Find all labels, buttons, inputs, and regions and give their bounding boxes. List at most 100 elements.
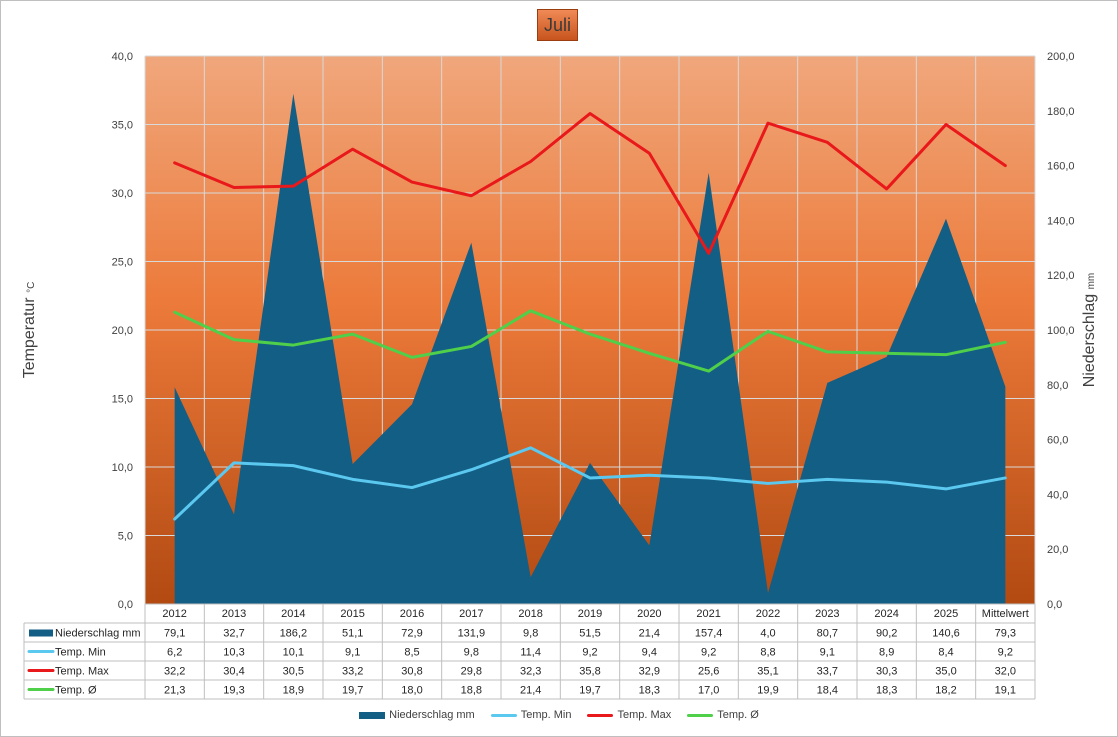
x-category-label: 2019: [578, 608, 602, 620]
series-line-temp: [173, 309, 1007, 373]
data-table: 2012 2013 2014 2015 2016 2017 2018 2019 2020 2021…: [23, 603, 1036, 700]
table-cell: 19,9: [757, 685, 778, 697]
x-category-label: 2013: [222, 608, 246, 620]
table-cell: 4,0: [760, 628, 775, 640]
y-right-tick-label: 200,0: [1047, 51, 1075, 63]
table-cell: 8,4: [938, 647, 953, 659]
legend-label: Temp. Ø: [717, 709, 759, 721]
table-cell: 9,2: [998, 647, 1013, 659]
table-cell: 18,4: [817, 685, 838, 697]
y-right-tick-label: 20,0: [1047, 544, 1068, 556]
y-right-tick-label: 60,0: [1047, 435, 1068, 447]
table-cell: 80,7: [817, 628, 838, 640]
y-left-tick-label: 0,0: [118, 599, 133, 611]
y-right-tick-label: 160,0: [1047, 161, 1075, 173]
table-cell: 35,1: [757, 666, 778, 678]
table-cell: 30,8: [401, 666, 422, 678]
table-cell: 186,2: [280, 628, 308, 640]
table-cell: 51,5: [579, 628, 600, 640]
table-cell: 19,7: [579, 685, 600, 697]
table-cell: 30,3: [876, 666, 897, 678]
table-cell: 9,8: [464, 647, 479, 659]
x-category-label: 2022: [756, 608, 780, 620]
table-cell: 9,2: [582, 647, 597, 659]
y-axis-right-ticks: 0,0 20,0 40,0 60,0 80,0 100,0 120,0 140,0 160,0 1…: [1047, 51, 1075, 611]
legend-swatch: [359, 711, 386, 719]
y-right-tick-label: 180,0: [1047, 106, 1075, 118]
y-right-tick-label: 100,0: [1047, 325, 1075, 337]
table-cell: 9,2: [701, 647, 716, 659]
x-category-label: 2017: [459, 608, 483, 620]
table-cell: 140,6: [932, 628, 960, 640]
x-category-label: 2015: [340, 608, 364, 620]
legend-label: Niederschlag mm: [389, 709, 475, 721]
legend-item: Temp. Min: [490, 709, 572, 721]
table-cell: 72,9: [401, 628, 422, 640]
temperature-lines: [173, 112, 1007, 521]
legend-item: Temp. Max: [587, 709, 671, 721]
x-category-label: 2020: [637, 608, 661, 620]
y-left-tick-label: 15,0: [112, 394, 133, 406]
y-right-tick-label: 140,0: [1047, 215, 1075, 227]
y-left-tick-label: 30,0: [112, 188, 133, 200]
table-legend-key: [29, 629, 53, 637]
x-category-label: 2025: [934, 608, 958, 620]
y-axis-right-label: Niederschlag: [1081, 293, 1098, 388]
table-cell: 18,2: [935, 685, 956, 697]
chart-title-box: Juli: [537, 9, 578, 41]
series-line-temp-max: [173, 112, 1007, 255]
precipitation-area: [174, 93, 1006, 604]
table-cell: 32,2: [164, 666, 185, 678]
table-cell: 8,5: [404, 647, 419, 659]
table-cell: 131,9: [458, 628, 486, 640]
y-right-tick-label: 120,0: [1047, 270, 1075, 282]
table-cell: 6,2: [167, 647, 182, 659]
x-category-label: 2012: [162, 608, 186, 620]
chart-legend: Niederschlag mm Temp. Min Temp. Max Temp. Ø: [0, 709, 1118, 721]
table-cell: 10,3: [223, 647, 244, 659]
y-right-tick-label: 40,0: [1047, 489, 1068, 501]
table-cell: 33,7: [817, 666, 838, 678]
table-row-label: Temp. Max: [55, 666, 109, 678]
table-cell: 35,8: [579, 666, 600, 678]
table-cell: 90,2: [876, 628, 897, 640]
table-cell: 9,1: [820, 647, 835, 659]
legend-swatch: [687, 713, 714, 717]
table-cell: 51,1: [342, 628, 363, 640]
table-cell: 29,8: [461, 666, 482, 678]
table-cell: 9,4: [642, 647, 657, 659]
y-axis-left-label: Temperatur: [21, 297, 38, 379]
y-axis-right-title: Niederschlag mm: [1081, 273, 1099, 388]
y-axis-left-ticks: 0,0 5,0 10,0 15,0 20,0 25,0 30,0 35,0 40,0: [112, 51, 133, 611]
table-cell: 9,1: [345, 647, 360, 659]
chart-title: Juli: [543, 14, 571, 35]
x-category-label: 2021: [696, 608, 720, 620]
table-cell: 9,8: [523, 628, 538, 640]
table-row-label: Temp. Min: [55, 647, 106, 659]
table-cell: 35,0: [935, 666, 956, 678]
x-category-label: Mittelwert: [982, 608, 1029, 620]
legend-item: Temp. Ø: [687, 709, 759, 721]
x-category-label: 2016: [400, 608, 424, 620]
table-cell: 18,9: [283, 685, 304, 697]
precipitation-area-shape: [174, 93, 1006, 604]
y-left-tick-label: 40,0: [112, 51, 133, 63]
series-line-temp-min: [173, 446, 1007, 521]
table-cell: 21,4: [639, 628, 660, 640]
table-cell: 19,7: [342, 685, 363, 697]
y-left-tick-label: 35,0: [112, 120, 133, 132]
table-cell: 79,1: [164, 628, 185, 640]
legend-label: Temp. Min: [520, 709, 572, 721]
y-left-tick-label: 25,0: [112, 257, 133, 269]
table-cell: 32,9: [639, 666, 660, 678]
y-left-tick-label: 5,0: [118, 531, 133, 543]
table-cell: 18,0: [401, 685, 422, 697]
y-right-tick-label: 0,0: [1047, 599, 1062, 611]
y-axis-left-title: Temperatur °C: [21, 282, 39, 379]
table-cell: 19,1: [995, 685, 1016, 697]
table-cell: 30,5: [283, 666, 304, 678]
x-category-label: 2023: [815, 608, 839, 620]
y-left-tick-label: 20,0: [112, 325, 133, 337]
y-left-tick-label: 10,0: [112, 462, 133, 474]
